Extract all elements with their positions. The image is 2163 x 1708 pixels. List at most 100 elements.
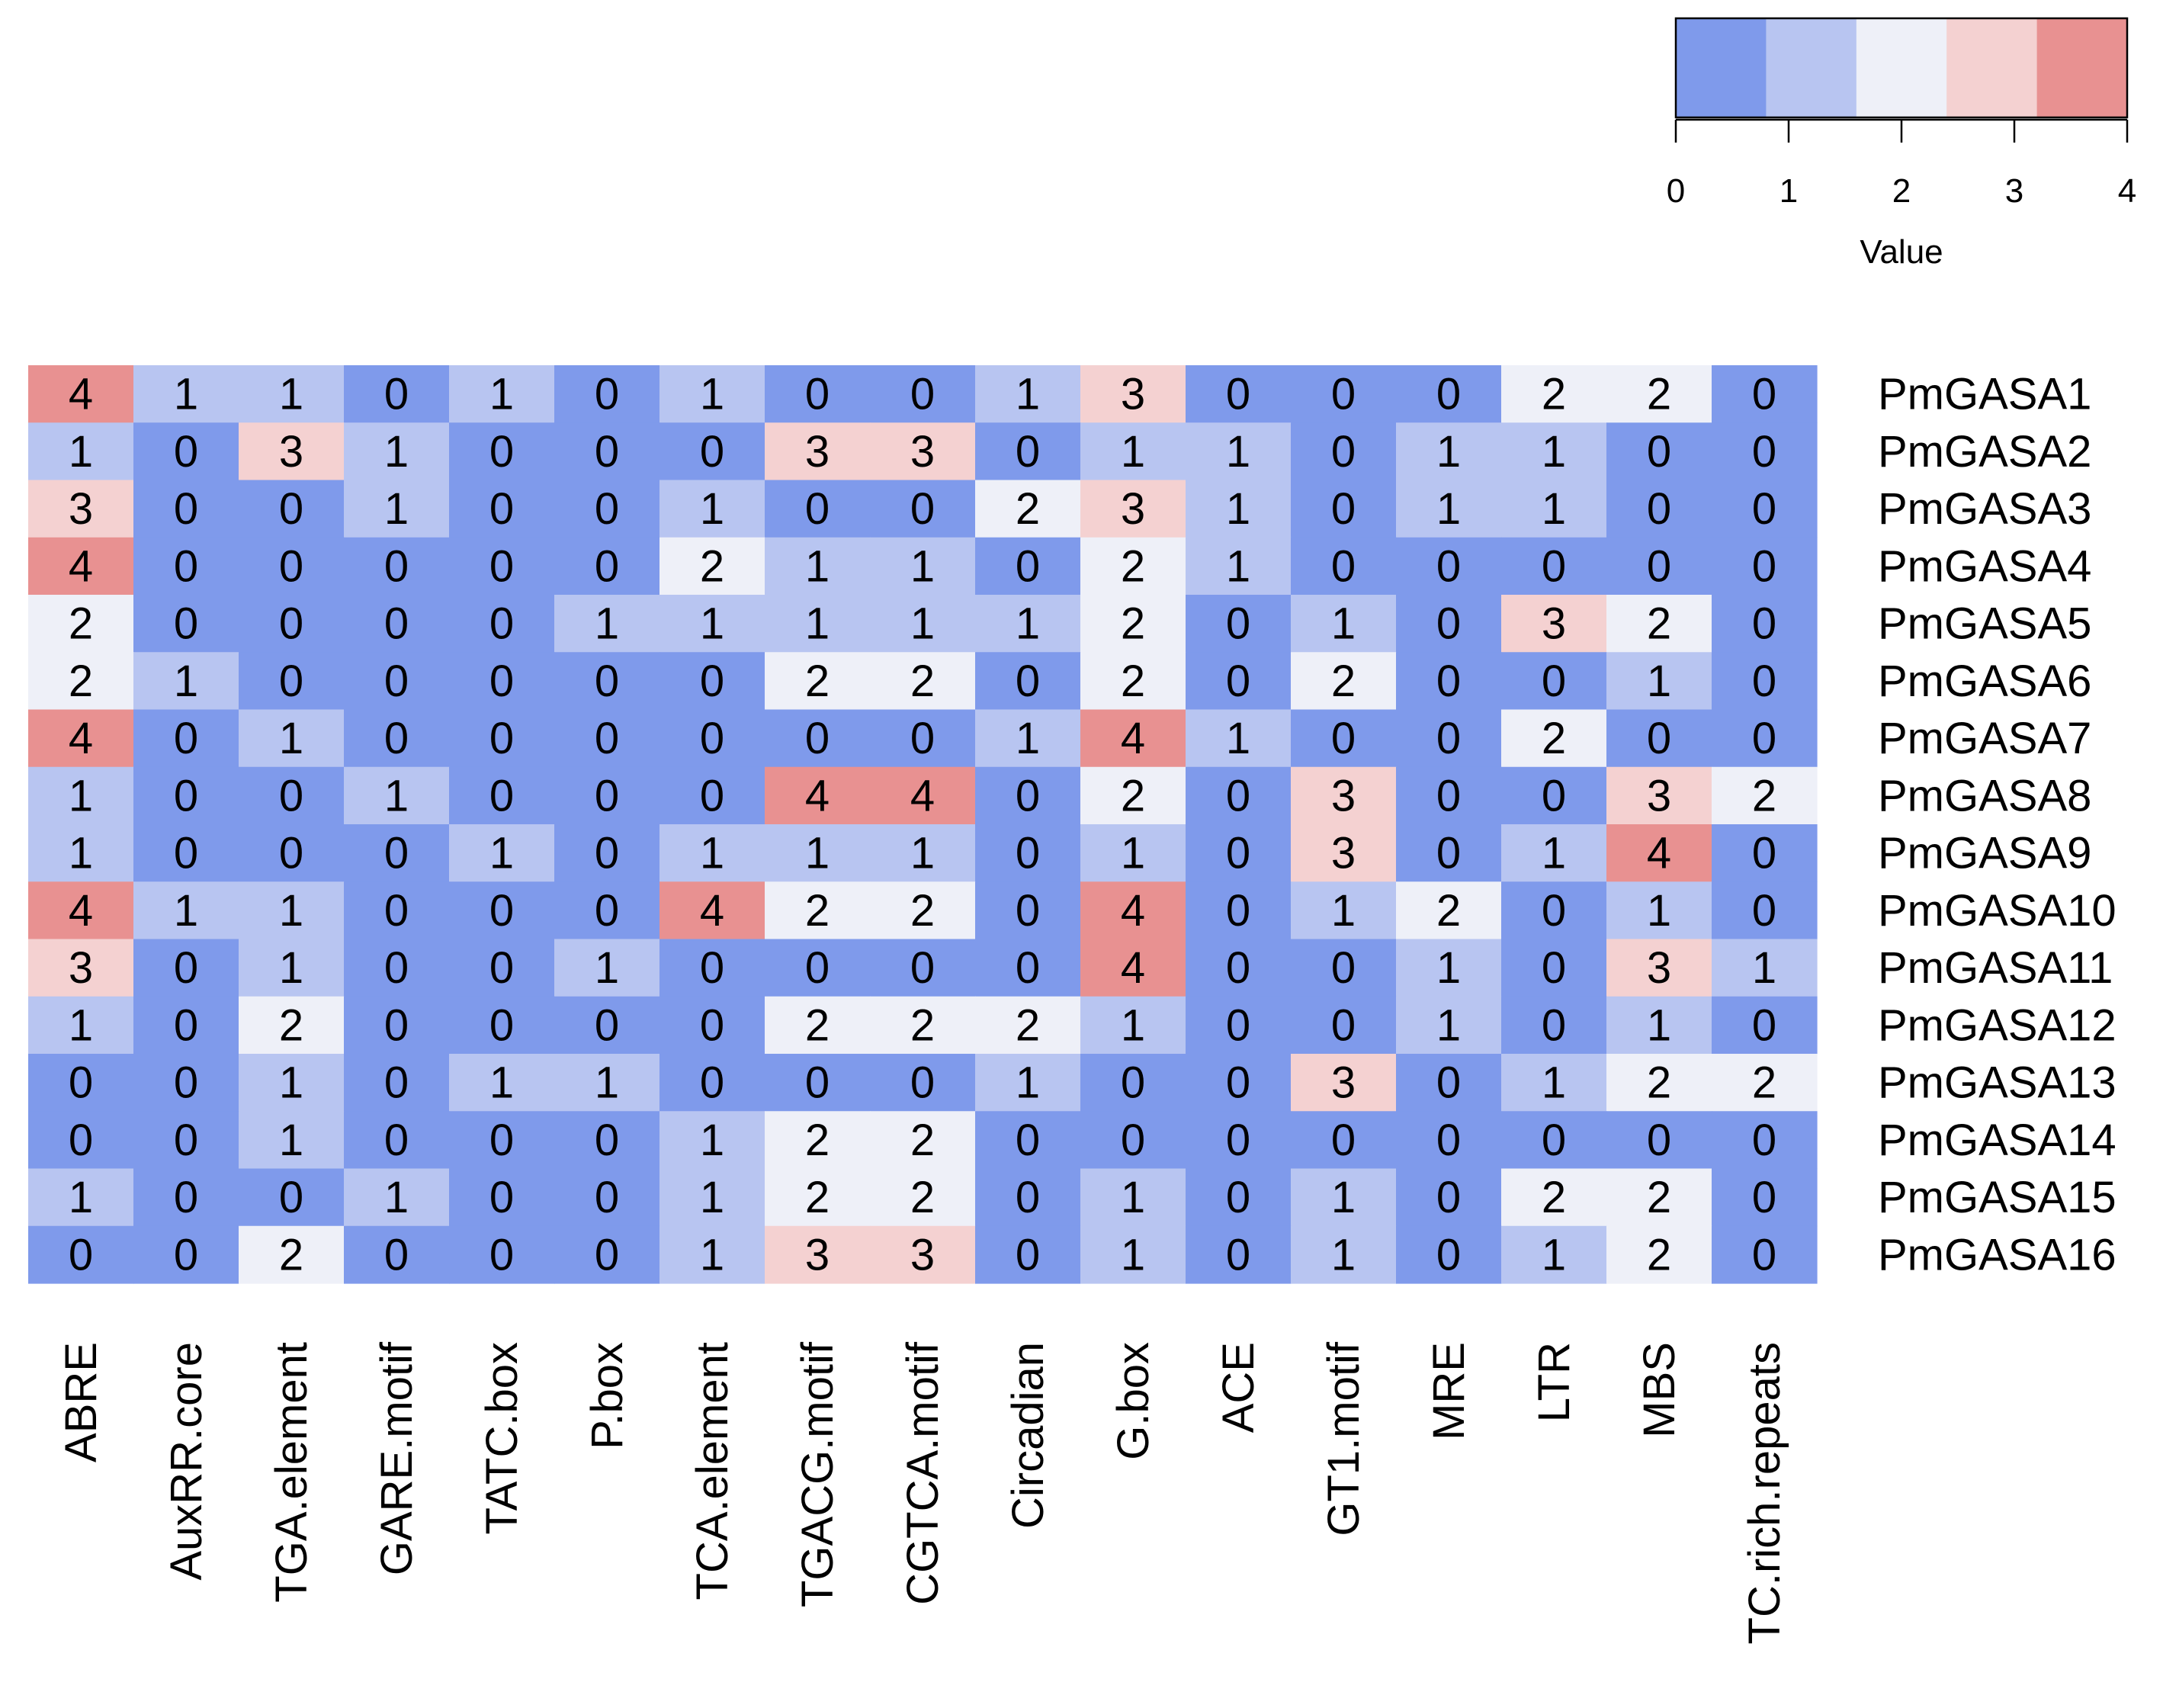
heatmap-cell	[870, 595, 976, 653]
heatmap-cell	[133, 422, 239, 481]
cell-value-label: 2	[805, 657, 830, 706]
cell-value-label: 0	[1226, 829, 1250, 878]
row-label: PmGASA14	[1878, 1116, 2116, 1165]
cell-value-label: 0	[595, 886, 619, 936]
cell-value-label: 3	[1331, 829, 1356, 878]
heatmap-cell	[449, 881, 555, 940]
heatmap-cell	[1291, 824, 1397, 882]
heatmap-cell	[133, 939, 239, 997]
cell-value-label: 1	[69, 427, 93, 477]
cell-value-label: 0	[384, 541, 409, 591]
cell-value-label: 0	[805, 1058, 830, 1108]
heatmap-cell	[1606, 766, 1712, 825]
heatmap-cell	[1396, 996, 1502, 1055]
cell-value-label: 1	[1436, 1000, 1461, 1050]
heatmap-cell	[1291, 881, 1397, 940]
heatmap-cell	[870, 1225, 976, 1284]
cell-value-label: 4	[1121, 943, 1145, 993]
cell-value-label: 0	[69, 1230, 93, 1279]
heatmap-cell	[765, 824, 871, 882]
cell-value-label: 1	[174, 657, 198, 706]
heatmap-cell	[765, 652, 871, 711]
heatmap-cell	[1396, 595, 1502, 653]
cell-value-label: 0	[384, 1058, 409, 1108]
cell-value-label: 3	[805, 427, 830, 477]
heatmap-cell	[1396, 652, 1502, 711]
heatmap-cell	[975, 652, 1081, 711]
heatmap-cell	[765, 939, 871, 997]
cell-value-label: 0	[1542, 1116, 1566, 1165]
heatmap-cell	[1606, 1111, 1712, 1170]
heatmap-cell	[1501, 537, 1607, 596]
heatmap-cell	[554, 1054, 660, 1112]
cell-value-label: 0	[1752, 886, 1776, 936]
cell-value-label: 4	[69, 886, 93, 936]
cell-value-label: 1	[1542, 484, 1566, 534]
heatmap-cell	[449, 939, 555, 997]
heatmap-cell	[1291, 365, 1397, 423]
cell-value-label: 1	[1331, 886, 1356, 936]
cell-value-label: 1	[1226, 484, 1250, 534]
heatmap-cell	[1396, 709, 1502, 768]
heatmap-cell	[1291, 652, 1397, 711]
cell-value-label: 0	[1752, 1230, 1776, 1279]
cell-value-label: 0	[805, 370, 830, 419]
heatmap-cells: 4 1 1 0 1 0 1 0 0 1 3 0 0 0 2 2 0 1 0 3 1 0 0 0 3 3 0 1 1 0 1 1 0 0 3 0 0 1 0 0…	[28, 365, 1818, 1284]
row-label: PmGASA5	[1878, 599, 2091, 649]
cell-value-label: 2	[1647, 599, 1671, 649]
cell-value-label: 0	[279, 829, 303, 878]
cell-value-label: 1	[384, 1173, 409, 1222]
heatmap-cell	[28, 365, 134, 423]
heatmap-cell	[870, 1111, 976, 1170]
heatmap-cell	[344, 939, 450, 997]
cell-value-label: 0	[384, 886, 409, 936]
heatmap-cell	[28, 1168, 134, 1227]
cell-value-label: 0	[1436, 1230, 1461, 1279]
cell-value-label: 0	[1647, 484, 1671, 534]
cell-value-label: 0	[1436, 1116, 1461, 1165]
cell-value-label: 0	[174, 1173, 198, 1222]
cell-value-label: 0	[489, 1000, 514, 1050]
heatmap-cell	[870, 1168, 976, 1227]
row-label: PmGASA3	[1878, 484, 2091, 534]
cell-value-label: 2	[805, 1000, 830, 1050]
heatmap-cell	[554, 709, 660, 768]
cell-value-label: 0	[174, 1000, 198, 1050]
heatmap-cell	[1501, 480, 1607, 538]
heatmap-cell	[1606, 480, 1712, 538]
cell-value-label: 0	[1647, 1116, 1671, 1165]
heatmap-cell	[975, 1168, 1081, 1227]
heatmap-cell	[1396, 537, 1502, 596]
cell-value-label: 0	[700, 427, 724, 477]
cell-value-label: 1	[279, 1116, 303, 1165]
cell-value-label: 0	[489, 771, 514, 820]
column-label: G.box	[1109, 1342, 1158, 1460]
heatmap-cell	[133, 652, 239, 711]
cell-value-label: 0	[1436, 771, 1461, 820]
cell-value-label: 3	[910, 427, 935, 477]
cell-value-label: 1	[1226, 427, 1250, 477]
cell-value-label: 0	[910, 484, 935, 534]
cell-value-label: 1	[595, 599, 619, 649]
cell-value-label: 0	[489, 427, 514, 477]
heatmap-cell	[659, 824, 765, 882]
heatmap-cell	[1080, 422, 1186, 481]
heatmap-cell	[239, 1054, 345, 1112]
cell-value-label: 2	[1121, 541, 1145, 591]
cell-value-label: 0	[384, 1230, 409, 1279]
heatmap-cell	[1080, 480, 1186, 538]
heatmap-cell	[449, 709, 555, 768]
cell-value-label: 2	[69, 599, 93, 649]
heatmap-cell	[1186, 1054, 1292, 1112]
heatmap-cell	[1712, 422, 1818, 481]
cell-value-label: 0	[1542, 657, 1566, 706]
heatmap-cell	[28, 1054, 134, 1112]
heatmap-cell	[1080, 824, 1186, 882]
row-label: PmGASA16	[1878, 1230, 2116, 1279]
cell-value-label: 0	[1016, 1230, 1040, 1279]
heatmap-cell	[344, 537, 450, 596]
cell-value-label: 0	[1542, 1000, 1566, 1050]
cell-value-label: 0	[384, 943, 409, 993]
heatmap-cell	[1712, 996, 1818, 1055]
heatmap-cell	[765, 709, 871, 768]
